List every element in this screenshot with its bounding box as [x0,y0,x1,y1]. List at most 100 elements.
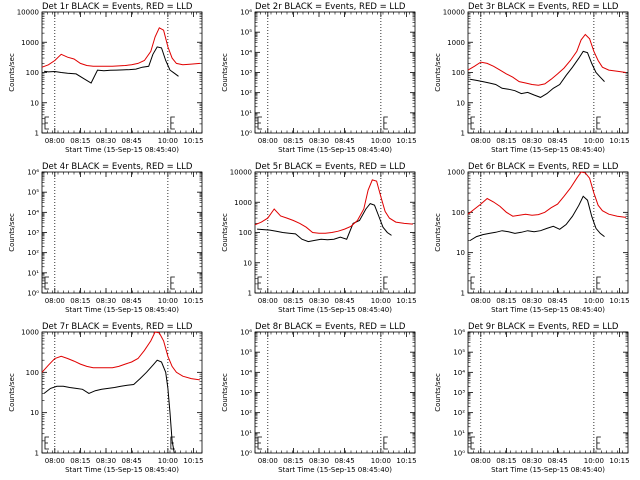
chart-det2: Det 2r BLACK = Events, RED = LLD 10⁰ 10¹ 10… [213,0,426,160]
y-tick-label: 10⁰ [240,450,252,458]
x-tick-label: 08:30 [96,457,116,465]
x-tick-label: 08:15 [283,137,303,145]
y-tick-label: 10⁴ [240,49,252,57]
x-tick-label: 08:15 [283,457,303,465]
x-tick-label: 08:00 [258,297,278,305]
y-tick-label: 10000 [17,9,39,17]
x-tick-label: 10:00 [584,457,604,465]
x-tick-label: 10:00 [158,457,178,465]
y-tick-label: 1000 [447,39,465,47]
y-tick-label: 10⁰ [453,450,465,458]
x-tick-label: 08:00 [471,297,491,305]
interval-bracket-marker [597,117,601,129]
y-tick-label: 10⁰ [240,130,252,138]
y-tick-label: 1 [461,130,465,138]
y-tick-label: 10⁵ [240,29,252,37]
series-events-line [470,196,604,240]
y-tick-label: 10000 [443,9,465,17]
y-tick-label: 1 [35,450,39,458]
y-tick-label: 10¹ [453,429,465,437]
x-tick-label: 08:15 [283,297,303,305]
y-tick-label: 10³ [240,389,252,397]
panel-det2: Det 2r BLACK = Events, RED = LLD 10⁰ 10¹ 10… [213,0,426,160]
y-axis-label: Counts/sec [8,213,16,252]
panel-title: Det 4r BLACK = Events, RED = LLD [42,162,193,172]
y-tick-label: 10² [27,249,39,257]
x-tick-label: 08:00 [258,137,278,145]
x-tick-label: 10:15 [609,297,629,305]
x-tick-label: 08:45 [548,297,568,305]
y-tick-label: 100 [26,69,39,77]
interval-bracket-marker [45,437,49,449]
x-tick-label: 08:15 [496,297,516,305]
x-axis-label: Start Time (15-Sep-15 08:45:40) [491,146,605,154]
x-tick-label: 08:30 [96,297,116,305]
chart-det6: Det 6r BLACK = Events, RED = LLD 1 10 100 10… [426,160,639,320]
series-lld-line [42,28,200,67]
x-axis-label: Start Time (15-Sep-15 08:45:40) [278,466,392,474]
chart-det4: Det 4r BLACK = Events, RED = LLD 10⁰ 10¹ 10… [0,160,213,320]
panel-title: Det 7r BLACK = Events, RED = LLD [42,322,193,332]
interval-bracket-marker [258,117,262,129]
interval-bracket-marker [258,277,262,289]
x-tick-label: 08:30 [309,297,329,305]
plot-frame [42,172,202,293]
panel-title: Det 3r BLACK = Events, RED = LLD [468,2,619,12]
panel-det9: Det 9r BLACK = Events, RED = LLD 10⁰ 10¹ 10… [426,320,639,480]
y-tick-label: 10 [456,249,465,257]
interval-bracket-marker [597,437,601,449]
y-tick-label: 1 [248,290,252,298]
x-tick-label: 08:15 [70,457,90,465]
x-axis-label: Start Time (15-Sep-15 08:45:40) [65,466,179,474]
x-tick-label: 08:30 [522,457,542,465]
y-tick-label: 10⁶ [453,329,465,337]
panel-det6: Det 6r BLACK = Events, RED = LLD 1 10 100 10… [426,160,639,320]
plot-frame [468,12,628,133]
x-tick-label: 10:15 [609,457,629,465]
series-lld-line [255,180,413,233]
x-axis-label: Start Time (15-Sep-15 08:45:40) [491,306,605,314]
plot-frame [42,332,202,453]
panel-title: Det 8r BLACK = Events, RED = LLD [255,322,406,332]
x-axis-label: Start Time (15-Sep-15 08:45:40) [65,306,179,314]
interval-bracket-marker [171,277,175,289]
y-tick-label: 1000 [447,169,465,177]
y-tick-label: 10⁴ [453,369,465,377]
panel-det3: Det 3r BLACK = Events, RED = LLD 1 10 100 10… [426,0,639,160]
x-tick-label: 10:15 [396,297,416,305]
interval-bracket-marker [384,277,388,289]
x-axis-label: Start Time (15-Sep-15 08:45:40) [491,466,605,474]
y-tick-label: 10000 [230,169,252,177]
y-tick-label: 10⁶ [240,329,252,337]
x-tick-label: 10:15 [183,297,203,305]
x-tick-label: 08:00 [258,457,278,465]
plot-frame [255,12,415,133]
x-tick-label: 08:45 [122,297,142,305]
x-tick-label: 10:00 [371,297,391,305]
y-tick-label: 10 [456,99,465,107]
chart-det1: Det 1r BLACK = Events, RED = LLD 1 10 100 10… [0,0,213,160]
chart-det9: Det 9r BLACK = Events, RED = LLD 10⁰ 10¹ 10… [426,320,639,480]
plot-frame [468,332,628,453]
x-tick-label: 08:45 [122,457,142,465]
y-tick-label: 1000 [21,39,39,47]
interval-bracket-marker [471,437,475,449]
interval-bracket-marker [45,117,49,129]
panel-det7: Det 7r BLACK = Events, RED = LLD 1 10 100 10… [0,320,213,480]
interval-bracket-marker [384,117,388,129]
x-tick-label: 08:00 [45,457,65,465]
y-tick-label: 100 [239,229,252,237]
x-tick-label: 08:45 [335,457,355,465]
x-tick-label: 10:15 [183,137,203,145]
x-tick-label: 10:00 [584,297,604,305]
y-tick-label: 10⁶ [240,9,252,17]
y-axis-label: Counts/sec [8,53,16,92]
x-tick-label: 08:45 [335,137,355,145]
y-tick-label: 10⁵ [27,189,39,197]
chart-det7: Det 7r BLACK = Events, RED = LLD 1 10 100 10… [0,320,213,480]
panel-title: Det 5r BLACK = Events, RED = LLD [255,162,406,172]
interval-bracket-marker [258,437,262,449]
series-events-line [257,204,391,242]
interval-bracket-marker [171,117,175,129]
x-tick-label: 10:15 [609,137,629,145]
